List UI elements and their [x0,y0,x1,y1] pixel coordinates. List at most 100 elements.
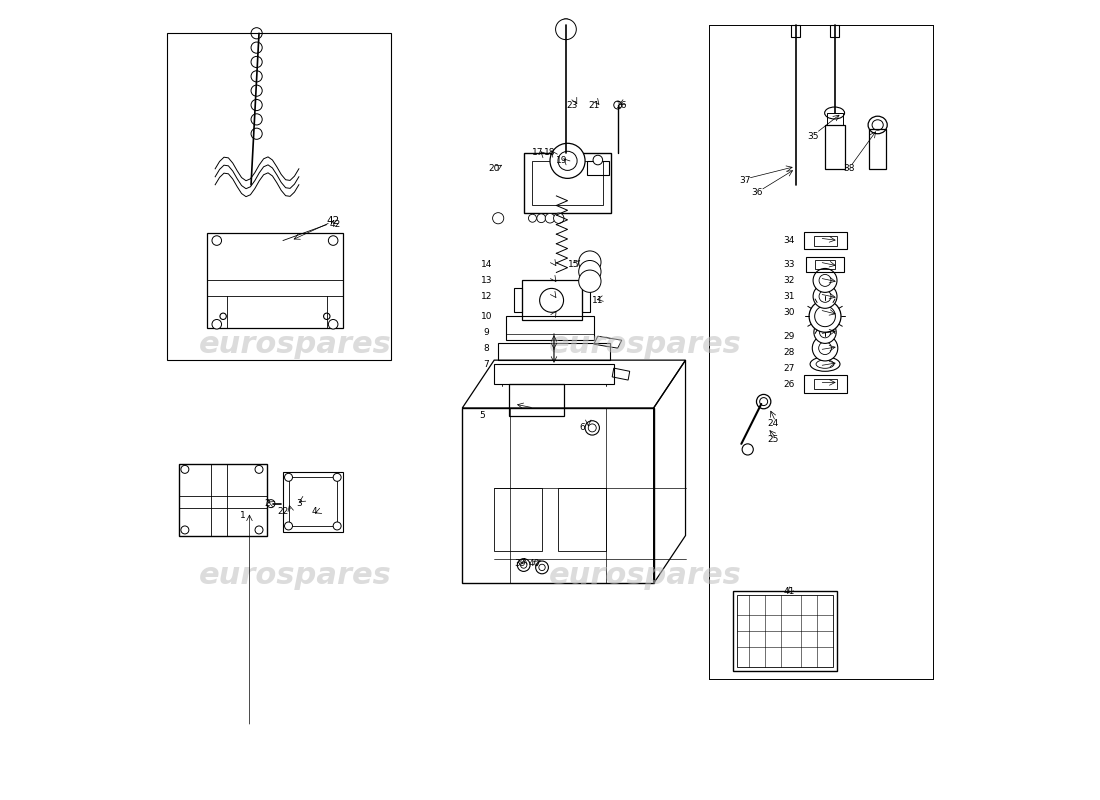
Circle shape [818,342,832,354]
Bar [494,364,614,384]
Circle shape [556,19,576,40]
Text: 39: 39 [514,559,526,568]
Circle shape [742,444,754,455]
Circle shape [255,526,263,534]
Text: 5: 5 [480,411,485,421]
Bar [462,408,653,583]
Bar [508,384,564,416]
Circle shape [267,500,275,508]
Circle shape [517,558,530,571]
Circle shape [757,394,771,409]
Text: 6: 6 [579,423,585,433]
Circle shape [180,466,189,474]
Circle shape [212,319,221,329]
Text: eurospares: eurospares [198,330,392,358]
Circle shape [760,398,768,406]
Text: 1: 1 [240,511,246,520]
Circle shape [579,270,601,292]
Circle shape [285,474,293,482]
Circle shape [493,213,504,224]
Text: 3: 3 [296,499,301,508]
Text: 34: 34 [783,236,795,245]
Bar [288,478,337,526]
Circle shape [553,213,564,223]
Circle shape [579,261,601,283]
Circle shape [528,214,537,222]
Bar [207,233,343,328]
Circle shape [540,288,563,312]
Bar [806,257,844,272]
Text: eurospares: eurospares [198,561,392,590]
Circle shape [588,424,596,432]
Bar [558,488,606,551]
Text: 11: 11 [592,296,604,305]
Text: 42: 42 [329,220,340,229]
Bar [827,113,843,125]
Circle shape [539,564,546,570]
Bar [869,129,887,169]
Circle shape [329,319,338,329]
Bar [734,591,837,671]
Circle shape [585,421,600,435]
Circle shape [560,19,572,32]
Text: 7: 7 [483,360,490,369]
Text: 18: 18 [544,148,556,158]
Bar [814,235,836,246]
Circle shape [593,155,603,165]
Text: 17: 17 [532,148,543,158]
Text: 21: 21 [588,101,600,110]
Bar [737,595,833,667]
Text: 20: 20 [488,164,499,174]
Circle shape [814,321,836,343]
Text: 28: 28 [783,348,795,357]
Text: 26: 26 [783,379,795,389]
Circle shape [579,251,601,274]
Circle shape [810,300,842,332]
Bar [825,125,845,169]
Circle shape [815,306,835,326]
Circle shape [813,285,837,308]
Text: 24: 24 [768,419,779,429]
Text: 37: 37 [739,176,751,186]
Bar [283,472,343,531]
Bar [803,375,847,393]
Text: 14: 14 [481,260,492,269]
Circle shape [820,290,830,302]
Text: 35: 35 [807,133,818,142]
Text: 15: 15 [569,260,580,269]
Circle shape [813,269,837,292]
Text: 10: 10 [481,312,492,321]
Circle shape [558,151,578,170]
Circle shape [614,101,622,109]
Circle shape [820,326,830,338]
Text: 25: 25 [768,435,779,444]
Circle shape [285,522,293,530]
Text: 22: 22 [277,507,288,516]
Circle shape [180,526,189,534]
Bar [815,260,835,269]
Text: 8: 8 [483,344,490,353]
Bar [506,316,594,340]
Bar [522,281,582,320]
Circle shape [323,313,330,319]
Circle shape [537,214,546,222]
Text: eurospares: eurospares [549,330,742,358]
Circle shape [255,466,263,474]
Text: 29: 29 [783,332,795,341]
Text: 40: 40 [528,559,540,568]
Text: 16: 16 [616,101,627,110]
Bar [524,153,612,213]
Text: 33: 33 [783,260,795,269]
Text: 32: 32 [783,276,795,285]
Circle shape [536,561,549,574]
Bar [586,161,609,175]
Text: 12: 12 [481,292,492,301]
Bar [814,379,836,389]
Circle shape [333,474,341,482]
Bar [531,161,604,205]
Text: 38: 38 [844,164,855,174]
Text: 31: 31 [783,292,795,301]
Text: 36: 36 [751,188,763,198]
Text: 23: 23 [566,101,578,110]
Circle shape [550,143,585,178]
